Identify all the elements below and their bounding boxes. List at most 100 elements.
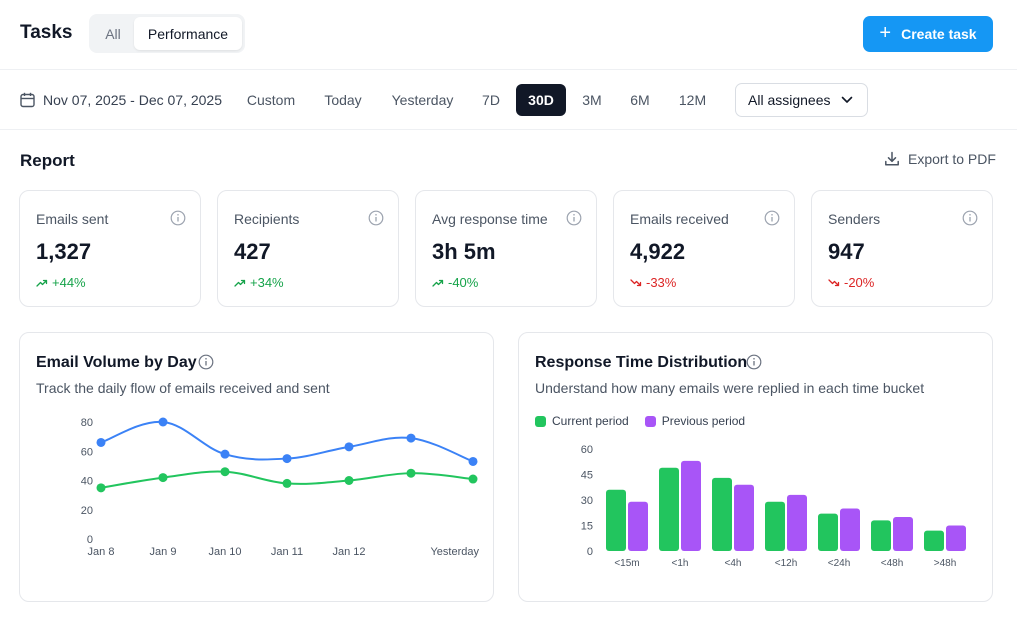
bar-current-period <box>712 477 732 551</box>
bar-current-period <box>606 489 626 551</box>
stat-label: Recipients <box>234 211 300 227</box>
series-sent-point <box>96 483 106 493</box>
legend-current-period: Current period <box>535 414 629 428</box>
y-tick-label: 60 <box>81 446 93 458</box>
report-title: Report <box>20 151 75 170</box>
stat-card-avg-response-time: Avg response time 3h 5m -40% <box>415 190 597 307</box>
chevron-down-icon <box>841 96 852 103</box>
y-tick-label: 80 <box>81 417 93 429</box>
view-toggle: All Performance <box>89 14 245 53</box>
y-tick-label: 45 <box>581 470 593 482</box>
stat-card-senders: Senders 947 -20% <box>811 190 993 307</box>
tab-all[interactable]: All <box>105 25 121 42</box>
x-tick-label: <1h <box>672 558 689 569</box>
bar-current-period <box>659 467 679 551</box>
info-icon[interactable] <box>170 210 186 226</box>
series-received-point <box>282 454 292 464</box>
email-volume-chart: 0 20 40 60 80 Jan 8 Jan 9 Jan 10 Jan 11 Jan 12 Yes… <box>81 417 480 558</box>
stat-label: Senders <box>828 211 881 227</box>
x-tick-label: Jan 11 <box>271 546 303 558</box>
range-custom[interactable]: Custom <box>246 92 296 108</box>
x-tick-label: >48h <box>934 558 957 569</box>
stat-label: Avg response time <box>432 211 548 227</box>
info-icon[interactable] <box>368 210 384 226</box>
x-tick-label: Jan 8 <box>88 546 115 558</box>
range-12m[interactable]: 12M <box>678 92 707 108</box>
bar-previous-period <box>893 517 913 551</box>
x-tick-label: <24h <box>828 558 851 569</box>
stat-value: 1,327 <box>36 239 92 264</box>
y-tick-label: 60 <box>581 444 593 456</box>
tab-performance[interactable]: Performance <box>134 17 242 50</box>
export-pdf-label: Export to PDF <box>908 151 996 167</box>
legend-previous-period: Previous period <box>644 414 746 428</box>
bar-previous-period <box>681 460 701 551</box>
bar-previous-period <box>734 484 754 551</box>
assignee-select-value: All assignees <box>748 92 831 108</box>
x-tick-label: <15m <box>614 558 639 569</box>
stat-change-value: +44% <box>52 275 86 290</box>
bar-current-period <box>818 513 838 551</box>
series-received-point <box>468 456 478 466</box>
series-sent-point <box>468 474 478 484</box>
series-sent-point <box>220 467 230 477</box>
page-header: Tasks All Performance + Create task <box>0 0 1017 70</box>
stat-card-recipients: Recipients 427 +34% <box>217 190 399 307</box>
range-30d[interactable]: 30D <box>516 84 566 116</box>
stat-value: 4,922 <box>630 239 686 264</box>
series-received-point <box>220 449 230 459</box>
trend-down-icon <box>828 278 840 286</box>
stat-label: Emails received <box>630 211 729 227</box>
y-tick-label: 0 <box>587 546 593 558</box>
stat-change: -20% <box>828 275 874 290</box>
chart-title: Response Time Distribution <box>535 354 748 371</box>
assignee-select[interactable]: All assignees <box>735 83 868 117</box>
range-3m[interactable]: 3M <box>582 92 602 108</box>
range-6m[interactable]: 6M <box>630 92 650 108</box>
y-tick-label: 15 <box>581 521 593 533</box>
create-task-button[interactable]: + Create task <box>863 16 993 52</box>
info-icon[interactable] <box>566 210 582 226</box>
x-tick-label: Jan 12 <box>332 546 365 558</box>
x-tick-label: Yesterday <box>430 546 479 558</box>
bar-current-period <box>924 530 944 551</box>
stat-card-emails-sent: Emails sent 1,327 +44% <box>19 190 201 307</box>
info-icon[interactable] <box>962 210 978 226</box>
series-sent-point <box>344 476 354 485</box>
create-task-label: Create task <box>901 26 977 42</box>
legend-label: Current period <box>552 414 629 428</box>
info-icon[interactable] <box>198 354 214 370</box>
y-tick-label: 30 <box>581 495 593 507</box>
y-tick-label: 0 <box>87 534 93 546</box>
x-tick-label: <4h <box>725 558 742 569</box>
info-icon[interactable] <box>764 210 780 226</box>
x-tick-label: Jan 10 <box>208 546 241 558</box>
plus-icon: + <box>879 22 892 44</box>
bar-previous-period <box>628 501 648 551</box>
filter-bar: Nov 07, 2025 - Dec 07, 2025 Custom Today… <box>0 70 1017 130</box>
range-yesterday[interactable]: Yesterday <box>391 92 454 108</box>
range-7d[interactable]: 7D <box>482 92 500 108</box>
stat-change-value: -20% <box>844 275 875 290</box>
export-pdf-button[interactable]: Export to PDF <box>884 151 996 167</box>
y-tick-label: 20 <box>81 505 93 517</box>
bar-previous-period <box>840 508 860 551</box>
legend-label: Previous period <box>661 414 746 428</box>
series-sent-point <box>158 473 168 483</box>
chart-legend: Current period Previous period <box>535 414 745 428</box>
stat-change: -40% <box>432 275 478 290</box>
info-icon[interactable] <box>746 354 762 370</box>
date-range-picker[interactable]: Nov 07, 2025 - Dec 07, 2025 <box>43 92 223 108</box>
stat-change: +34% <box>234 275 284 290</box>
legend-swatch <box>535 415 546 427</box>
stat-label: Emails sent <box>36 211 109 227</box>
x-tick-label: <48h <box>881 558 904 569</box>
stat-change-value: -40% <box>448 275 479 290</box>
bar-current-period <box>871 520 891 551</box>
range-today[interactable]: Today <box>324 92 362 108</box>
bar-current-period <box>765 501 785 551</box>
x-tick-label: <12h <box>775 558 798 569</box>
trend-up-icon <box>432 279 444 287</box>
series-received-point <box>158 417 168 427</box>
trend-up-icon <box>36 279 48 287</box>
